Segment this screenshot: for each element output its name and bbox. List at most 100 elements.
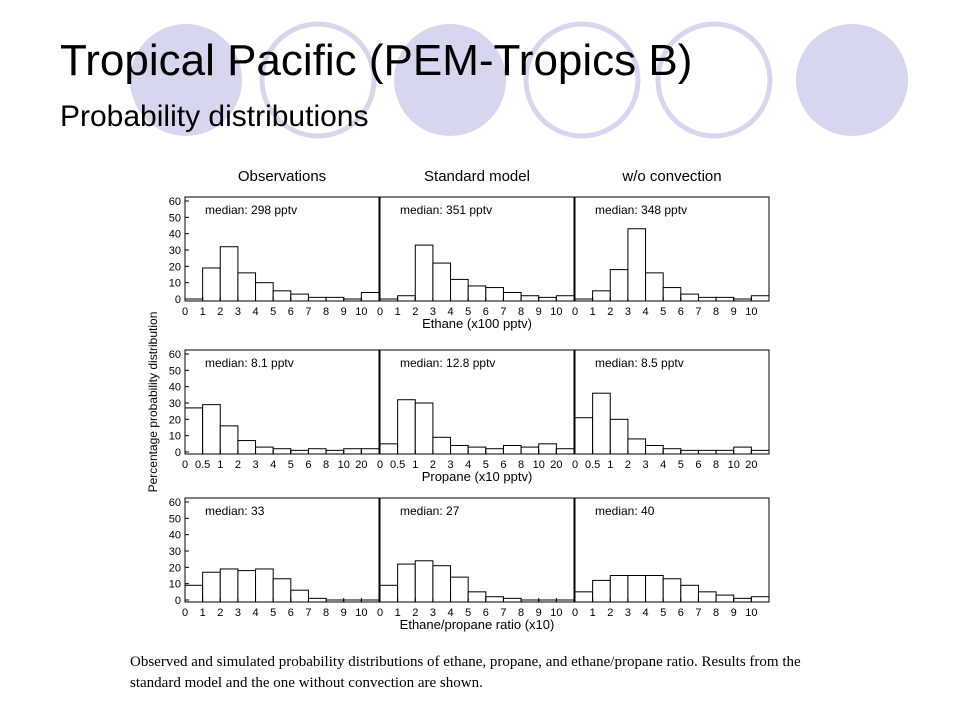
- histogram-bar: [697, 591, 717, 603]
- x-tick-label: 8: [323, 459, 329, 471]
- x-tick-label: 10: [745, 306, 757, 318]
- decorative-circle: [259, 21, 377, 139]
- histogram-bar: [680, 449, 699, 455]
- histogram-bar: [750, 596, 770, 603]
- x-tick-label: 4: [642, 306, 648, 318]
- x-tick-label: 1: [590, 607, 596, 619]
- histogram-bar: [202, 571, 221, 603]
- histogram-bar: [645, 575, 664, 603]
- histogram-bar: [592, 392, 611, 455]
- histogram-bar: [555, 448, 575, 455]
- x-tick-label: 10: [355, 306, 367, 318]
- x-tick-label: 0: [572, 459, 578, 471]
- x-tick-label: 8: [713, 306, 719, 318]
- x-tick-label: 6: [305, 459, 311, 471]
- y-tick-label: 60: [169, 497, 181, 509]
- histogram-bar: [432, 436, 452, 455]
- histogram-bar: [325, 296, 345, 302]
- histogram-bar: [272, 578, 292, 603]
- x-tick-label: 1: [200, 607, 206, 619]
- y-tick-label: 0: [175, 294, 181, 306]
- histogram-bar: [662, 578, 682, 603]
- y-tick-label: 10: [169, 278, 181, 290]
- x-tick-label: 10: [533, 459, 545, 471]
- histogram-bar: [467, 285, 487, 302]
- x-tick-label: 4: [270, 459, 276, 471]
- x-tick-label: 0: [377, 306, 383, 318]
- x-tick-label: 2: [625, 459, 631, 471]
- x-tick-label: 0.5: [585, 459, 600, 471]
- histogram-bar: [432, 565, 452, 603]
- x-tick-label: 2: [412, 306, 418, 318]
- histogram-bar: [750, 449, 770, 455]
- histogram-panel: median: 40 0 1 2 3 4 5 6 7 8 9 10: [572, 497, 770, 619]
- x-tick-label: 2: [607, 306, 613, 318]
- decorative-circle: [523, 21, 641, 139]
- histogram-bar: [502, 597, 522, 603]
- histogram-bar: [538, 443, 557, 455]
- x-tick-label: 5: [678, 459, 684, 471]
- x-tick-label: 9: [536, 306, 542, 318]
- x-tick-label: 4: [447, 607, 453, 619]
- x-tick-label: 2: [607, 607, 613, 619]
- decorative-circle: [796, 24, 908, 136]
- histogram-panel: median: 8.1 pptv 0 0.5 1 2 3 4 5 6 8 10 20 0 10 20 30 40…: [169, 349, 380, 471]
- x-tick-label: 5: [288, 459, 294, 471]
- histogram-bar: [450, 444, 469, 455]
- column-title: Standard model: [424, 168, 530, 185]
- x-tick-label: 9: [731, 607, 737, 619]
- histogram-bar: [360, 291, 380, 302]
- histogram-bar: [574, 417, 594, 455]
- decorative-circle: [394, 24, 506, 136]
- x-axis-label: Ethane/propane ratio (x10): [400, 617, 555, 632]
- y-tick-label: 0: [175, 447, 181, 459]
- histogram-bar: [307, 597, 327, 603]
- histogram-bar: [733, 446, 752, 455]
- x-tick-label: 0: [182, 607, 188, 619]
- x-tick-label: 6: [678, 306, 684, 318]
- x-tick-label: 10: [338, 459, 350, 471]
- histogram-bar: [609, 269, 629, 302]
- x-tick-label: 3: [252, 459, 258, 471]
- x-tick-label: 9: [341, 306, 347, 318]
- x-tick-label: 4: [660, 459, 666, 471]
- decorative-circles: [130, 21, 908, 139]
- x-tick-label: 1: [412, 459, 418, 471]
- histogram-bar: [520, 295, 540, 302]
- histogram-bar: [360, 448, 380, 455]
- histogram-bar: [255, 568, 274, 603]
- histogram-bar: [219, 425, 239, 455]
- histogram-bar: [219, 246, 239, 302]
- histogram-panel: median: 270 1 2 3 4 5 6 7 8 9 10: [377, 497, 575, 619]
- x-tick-label: 4: [642, 607, 648, 619]
- x-tick-label: 9: [536, 607, 542, 619]
- x-tick-label: 7: [305, 607, 311, 619]
- x-axis-label: Propane (x10 pptv): [422, 469, 533, 484]
- histogram-bar: [592, 579, 611, 603]
- histogram-bar: [555, 599, 575, 603]
- histogram-bar: [502, 444, 522, 455]
- histogram-bar: [379, 584, 399, 603]
- histogram-bar: [680, 293, 699, 302]
- x-tick-label: 1: [395, 607, 401, 619]
- x-tick-label: 8: [518, 306, 524, 318]
- median-label: median: 348 pptv: [595, 203, 687, 217]
- x-tick-label: 20: [550, 459, 562, 471]
- x-tick-label: 8: [518, 607, 524, 619]
- x-tick-label: 6: [500, 459, 506, 471]
- histogram-bar: [237, 272, 257, 302]
- histogram-bar: [432, 262, 452, 302]
- histogram-bar: [538, 296, 557, 302]
- x-tick-label: 3: [447, 459, 453, 471]
- histogram-bar: [733, 298, 752, 302]
- x-tick-label: 9: [731, 306, 737, 318]
- x-axis-label: Ethane (x100 pptv): [422, 316, 532, 331]
- x-tick-label: 7: [695, 306, 701, 318]
- y-tick-label: 30: [169, 546, 181, 558]
- histogram-bar: [715, 594, 735, 603]
- histogram-bar: [397, 399, 416, 455]
- x-tick-label: 3: [625, 306, 631, 318]
- x-tick-label: 5: [465, 607, 471, 619]
